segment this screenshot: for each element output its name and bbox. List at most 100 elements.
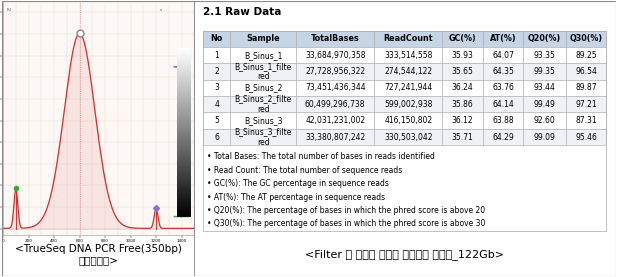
Bar [203, 47, 231, 63]
Text: 5: 5 [214, 116, 219, 125]
Text: Q20(%): Q20(%) [528, 34, 561, 43]
Text: 333,514,558: 333,514,558 [384, 51, 433, 60]
Text: 87.31: 87.31 [575, 116, 597, 125]
Bar [523, 47, 566, 63]
Bar [203, 63, 231, 80]
Text: 330,503,042: 330,503,042 [384, 133, 433, 142]
Text: 64.14: 64.14 [492, 100, 514, 109]
Text: B_Sinus_2_filte
red: B_Sinus_2_filte red [235, 95, 292, 114]
Bar [296, 47, 375, 63]
Bar [442, 129, 483, 145]
Bar [375, 47, 442, 63]
Bar [566, 112, 606, 129]
Bar [483, 63, 523, 80]
Bar [442, 47, 483, 63]
Bar [483, 112, 523, 129]
Text: 60,499,296,738: 60,499,296,738 [305, 100, 365, 109]
Text: 27,728,956,322: 27,728,956,322 [305, 67, 365, 76]
Bar [442, 31, 483, 47]
Bar [375, 63, 442, 80]
Text: 64.29: 64.29 [492, 133, 514, 142]
Text: 35.71: 35.71 [452, 133, 473, 142]
Text: 99.35: 99.35 [534, 67, 556, 76]
Bar [231, 63, 296, 80]
Text: B_Sinus_1: B_Sinus_1 [244, 51, 282, 60]
Bar [483, 31, 523, 47]
Bar [566, 47, 606, 63]
Text: 274,544,122: 274,544,122 [384, 67, 433, 76]
Text: GC(%): GC(%) [449, 34, 476, 43]
Bar [566, 129, 606, 145]
Bar [203, 129, 231, 145]
Text: • AT(%): The AT percentage in sequence reads: • AT(%): The AT percentage in sequence r… [207, 193, 385, 202]
Text: 42,031,231,002: 42,031,231,002 [305, 116, 365, 125]
Text: • Q20(%): The percentage of bases in which the phred score is above 20: • Q20(%): The percentage of bases in whi… [207, 206, 485, 215]
Bar [203, 80, 231, 96]
Text: 63.88: 63.88 [492, 116, 514, 125]
Bar [375, 96, 442, 112]
Bar [231, 96, 296, 112]
Bar [296, 96, 375, 112]
Bar [231, 31, 296, 47]
Bar [375, 112, 442, 129]
Bar [483, 96, 523, 112]
Text: 92.60: 92.60 [534, 116, 556, 125]
Text: 33,684,970,358: 33,684,970,358 [305, 51, 365, 60]
Text: 33,380,807,242: 33,380,807,242 [305, 133, 365, 142]
Bar [566, 96, 606, 112]
Bar [566, 31, 606, 47]
Text: 36.12: 36.12 [452, 116, 473, 125]
Text: B_Sinus_2: B_Sinus_2 [244, 83, 282, 93]
Text: AT(%): AT(%) [489, 34, 516, 43]
Bar [442, 63, 483, 80]
Bar [442, 80, 483, 96]
Bar [296, 63, 375, 80]
Bar [296, 112, 375, 129]
Text: 4: 4 [214, 100, 219, 109]
Text: 35.65: 35.65 [452, 67, 473, 76]
Bar [483, 80, 523, 96]
Text: 89.25: 89.25 [575, 51, 597, 60]
Bar [375, 129, 442, 145]
Bar [231, 112, 296, 129]
Text: No: No [211, 34, 222, 43]
Bar [566, 63, 606, 80]
Text: Q30(%): Q30(%) [570, 34, 603, 43]
Text: s: s [160, 8, 162, 12]
Text: B_Sinus_1_filte
red: B_Sinus_1_filte red [235, 62, 292, 81]
Text: 89.87: 89.87 [575, 83, 597, 93]
Bar [231, 47, 296, 63]
Bar [203, 96, 231, 112]
Text: Sample: Sample [247, 34, 280, 43]
Text: 35.86: 35.86 [452, 100, 473, 109]
Text: 93.35: 93.35 [534, 51, 556, 60]
Text: 416,150,802: 416,150,802 [384, 116, 433, 125]
Bar [483, 129, 523, 145]
Bar [203, 31, 606, 231]
Text: • Q30(%): The percentage of bases in which the phred score is above 30: • Q30(%): The percentage of bases in whi… [207, 219, 485, 229]
Text: FU: FU [7, 8, 12, 12]
Text: 64.07: 64.07 [492, 51, 514, 60]
Bar [442, 112, 483, 129]
Bar [483, 47, 523, 63]
Bar [296, 80, 375, 96]
Text: B_Sinus_3_filte
red: B_Sinus_3_filte red [235, 127, 292, 147]
Bar [375, 80, 442, 96]
Text: 36.24: 36.24 [452, 83, 473, 93]
Text: 35.93: 35.93 [452, 51, 473, 60]
Text: 63.76: 63.76 [492, 83, 514, 93]
Bar [375, 31, 442, 47]
Bar [231, 80, 296, 96]
Bar [203, 31, 231, 47]
Bar [523, 112, 566, 129]
Text: 2.1 Raw Data: 2.1 Raw Data [203, 7, 281, 17]
Bar [523, 63, 566, 80]
Bar [442, 96, 483, 112]
Bar [296, 31, 375, 47]
Text: 599,002,938: 599,002,938 [384, 100, 433, 109]
Text: 93.44: 93.44 [534, 83, 556, 93]
Text: 73,451,436,344: 73,451,436,344 [305, 83, 365, 93]
Text: <Filter 후 분석한 단거리 염기서열 분석량_122Gb>: <Filter 후 분석한 단거리 염기서열 분석량_122Gb> [305, 249, 504, 260]
Text: 99.09: 99.09 [534, 133, 556, 142]
Bar [523, 80, 566, 96]
